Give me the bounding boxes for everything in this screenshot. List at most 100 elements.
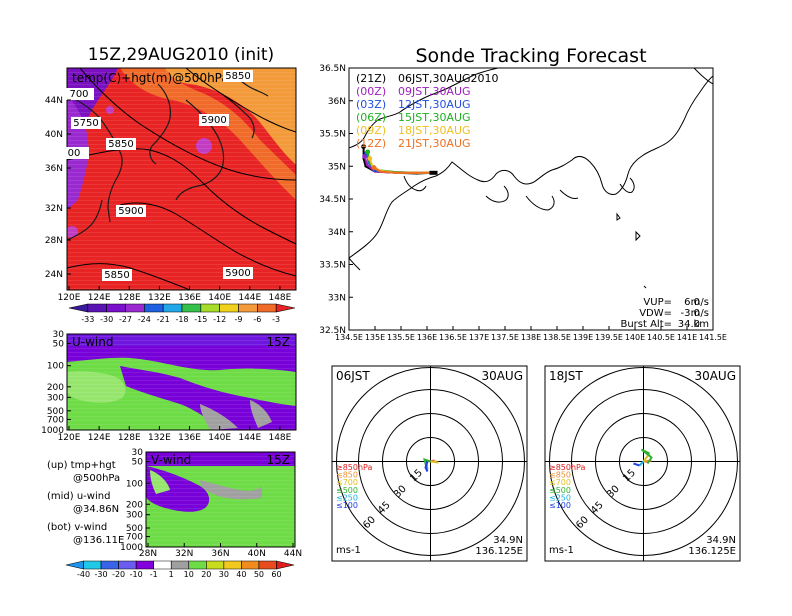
tracking-map-x-ticks: 134.5E 135E 135.5E 136E 136.5E 137E 137.5E 138E… bbox=[335, 326, 727, 342]
hodograph-level-label: ≤100 bbox=[549, 501, 571, 510]
temp-colorbar-swatch bbox=[181, 303, 202, 313]
temp-colorbar-swatch bbox=[87, 303, 107, 313]
temp-colorbar-swatch bbox=[125, 303, 145, 313]
temp-colorbar-swatch bbox=[257, 303, 277, 313]
temp-colorbar-label: -3 bbox=[272, 315, 280, 324]
contour-label-bg bbox=[71, 117, 101, 129]
launch-marker bbox=[429, 170, 438, 175]
legend-time: 21JST,30AUG bbox=[398, 137, 471, 150]
legend-code: (21Z) bbox=[356, 72, 386, 85]
temp-colorbar-swatch bbox=[238, 303, 258, 313]
map-x-tick-label: 140.5E bbox=[647, 333, 675, 342]
contour-label: 700 bbox=[69, 89, 88, 100]
hodograph-level-label: ≤500 bbox=[336, 486, 358, 495]
param-unit: m/s bbox=[691, 297, 709, 308]
u-x-tick-label: 136E bbox=[178, 433, 201, 443]
map-y-tick-label: 35N bbox=[328, 162, 346, 172]
pressure-tick-label: 100 bbox=[126, 479, 143, 489]
temp-colorbar-label: -15 bbox=[194, 315, 207, 324]
hodograph-vector bbox=[424, 461, 429, 472]
map-x-tick-label: 135E bbox=[365, 333, 385, 342]
wind-colorbar-label: 20 bbox=[201, 570, 211, 579]
contour-label: 5850 bbox=[108, 139, 133, 150]
top-x-tick-label: 124E bbox=[88, 293, 111, 303]
sonde-track-point bbox=[394, 171, 397, 174]
contour-label: 5750 bbox=[73, 118, 98, 129]
wind-colorbar-swatch bbox=[153, 560, 172, 570]
top-map-label: temp(C)+hgt(m)@500hPa bbox=[72, 71, 229, 85]
hodograph-level-label: ≤500 bbox=[549, 486, 571, 495]
map-y-tick-label: 35.5N bbox=[319, 130, 346, 140]
temp-colorbar-label: -12 bbox=[213, 315, 226, 324]
sonde-track-end bbox=[361, 144, 366, 150]
wind-colorbar-label: 10 bbox=[184, 570, 194, 579]
v-x-tick-label: 44N bbox=[284, 549, 302, 559]
left-title: 15Z,29AUG2010 (init) bbox=[88, 45, 274, 65]
top-x-tick-label: 144E bbox=[238, 293, 261, 303]
v-wind-label: V-wind bbox=[151, 453, 191, 467]
contour-label-bg bbox=[59, 147, 89, 159]
contour-label-bg bbox=[102, 269, 132, 281]
wind-colorbar-label: 30 bbox=[219, 570, 229, 579]
top-x-tick-label: 136E bbox=[178, 293, 201, 303]
top-y-tick-label: 28N bbox=[45, 236, 63, 246]
map-x-tick-label: 138.5E bbox=[543, 333, 571, 342]
v-x-tick-label: 36N bbox=[211, 549, 229, 559]
top-y-tick-label: 24N bbox=[45, 270, 63, 280]
hodograph-date: 30AUG bbox=[694, 369, 736, 383]
temp-colorbar-label: -27 bbox=[119, 315, 132, 324]
wind-colorbar: -40 -30 -20 -10 -1 1 10 20 30 40 50 60 bbox=[65, 560, 295, 579]
u-x-tick-label: 120E bbox=[58, 433, 81, 443]
map-x-tick-label: 141.5E bbox=[699, 333, 727, 342]
u-wind-label: U-wind bbox=[72, 335, 113, 349]
map-y-tick-label: 33N bbox=[328, 293, 346, 303]
map-y-tick-label: 33.5N bbox=[319, 261, 346, 271]
temp-colorbar-swatch bbox=[162, 303, 183, 313]
u-x-tick-label: 148E bbox=[268, 433, 291, 443]
map-x-tick-label: 135.5E bbox=[387, 333, 415, 342]
temp-colorbar-label: -6 bbox=[253, 315, 261, 324]
temp-colorbar-label: -18 bbox=[175, 315, 188, 324]
map-x-tick-label: 136.5E bbox=[439, 333, 467, 342]
map-y-tick-label: 32.5N bbox=[319, 326, 346, 336]
contour-labels: 700 5750 5850 5900 5850 5900 5850 5900 00 bbox=[59, 70, 253, 281]
sonde-track-end bbox=[367, 155, 373, 161]
u-x-tick-label: 140E bbox=[208, 433, 231, 443]
map-y-tick-label: 34N bbox=[328, 228, 346, 238]
pressure-tick-label: 200 bbox=[47, 383, 64, 393]
param-value: 34.0 bbox=[678, 319, 700, 330]
wind-colorbar-swatch bbox=[223, 560, 242, 570]
wind-colorbar-label: 60 bbox=[271, 570, 281, 579]
param-key: VDW= bbox=[639, 308, 672, 319]
u-x-tick-label: 144E bbox=[238, 433, 261, 443]
map-x-tick-label: 139E bbox=[573, 333, 593, 342]
param-value: -3.0 bbox=[680, 308, 700, 319]
hodograph-vector bbox=[638, 460, 645, 467]
wind-colorbar-label: -1 bbox=[150, 570, 158, 579]
temp-colorbar-swatch bbox=[200, 303, 220, 313]
pressure-tick-label: 1000 bbox=[41, 426, 64, 436]
legend-code: (03Z) bbox=[356, 98, 386, 111]
hodograph-time: 06JST bbox=[336, 369, 370, 383]
contour-label-bg bbox=[199, 114, 229, 126]
pressure-tick-label: 1000 bbox=[120, 543, 143, 553]
temp-colorbar-swatch bbox=[68, 303, 89, 313]
hodograph-unit: ms-1 bbox=[336, 545, 361, 556]
legend-time: 06JST,30AUG2010 bbox=[398, 72, 499, 85]
pressure-tick-label: 30 bbox=[53, 330, 65, 340]
note-line2: @500hPa bbox=[73, 473, 120, 484]
pressure-tick-label: 100 bbox=[47, 362, 64, 372]
sonde-track-end bbox=[365, 149, 371, 155]
temp-colorbar-label: -30 bbox=[100, 315, 113, 324]
temp-colorbar-swatch bbox=[106, 303, 126, 313]
contour-label-bg bbox=[223, 70, 253, 82]
track-legend: (21Z) 06JST,30AUG2010 (00Z) 09JST,30AUG (03Z… bbox=[356, 72, 499, 150]
wind-colorbar-swatch bbox=[276, 560, 295, 570]
contour-label-bg bbox=[116, 205, 146, 217]
temp-colorbar-label: -24 bbox=[138, 315, 151, 324]
wind-colorbar-swatch bbox=[206, 560, 225, 570]
hodograph-level-label: ≤700 bbox=[549, 478, 571, 487]
temp-colorbar-swatch bbox=[275, 303, 296, 313]
